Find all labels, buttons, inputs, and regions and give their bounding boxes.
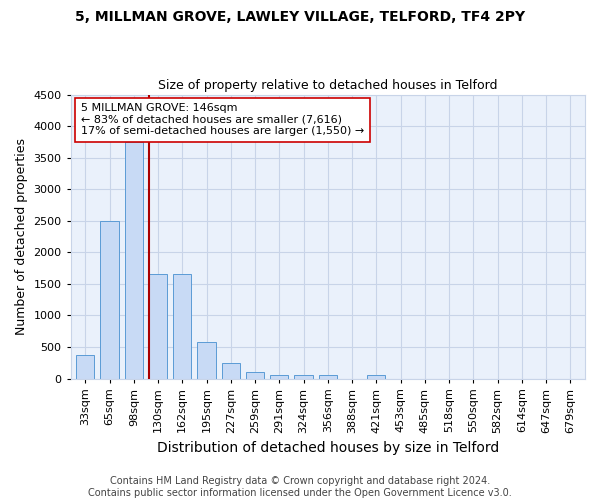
Bar bbox=[125, 142, 143, 378]
Bar bbox=[367, 375, 385, 378]
Bar bbox=[197, 342, 215, 378]
Title: Size of property relative to detached houses in Telford: Size of property relative to detached ho… bbox=[158, 79, 497, 92]
Bar bbox=[319, 376, 337, 378]
Bar bbox=[149, 274, 167, 378]
Text: 5 MILLMAN GROVE: 146sqm
← 83% of detached houses are smaller (7,616)
17% of semi: 5 MILLMAN GROVE: 146sqm ← 83% of detache… bbox=[81, 103, 364, 136]
Text: 5, MILLMAN GROVE, LAWLEY VILLAGE, TELFORD, TF4 2PY: 5, MILLMAN GROVE, LAWLEY VILLAGE, TELFOR… bbox=[75, 10, 525, 24]
Bar bbox=[173, 274, 191, 378]
Bar bbox=[76, 354, 94, 378]
Y-axis label: Number of detached properties: Number of detached properties bbox=[15, 138, 28, 335]
Text: Contains HM Land Registry data © Crown copyright and database right 2024.
Contai: Contains HM Land Registry data © Crown c… bbox=[88, 476, 512, 498]
Bar bbox=[270, 374, 289, 378]
Bar bbox=[222, 363, 240, 378]
X-axis label: Distribution of detached houses by size in Telford: Distribution of detached houses by size … bbox=[157, 441, 499, 455]
Bar bbox=[295, 376, 313, 378]
Bar bbox=[246, 372, 264, 378]
Bar bbox=[100, 221, 119, 378]
